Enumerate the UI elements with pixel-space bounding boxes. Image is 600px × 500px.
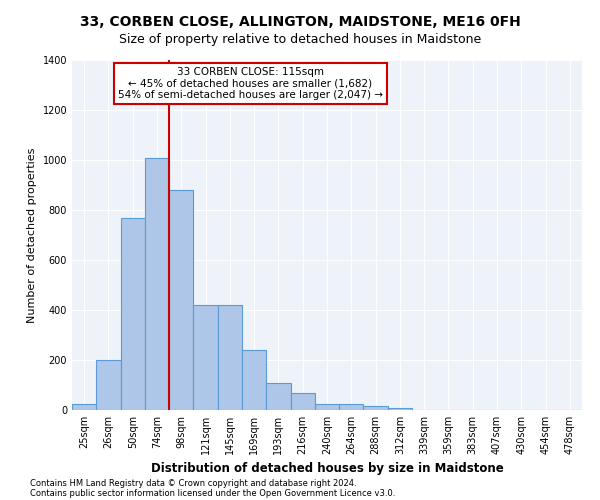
Bar xyxy=(266,382,290,410)
X-axis label: Distribution of detached houses by size in Maidstone: Distribution of detached houses by size … xyxy=(151,462,503,475)
Bar xyxy=(290,392,315,410)
Bar xyxy=(339,404,364,410)
Bar xyxy=(218,305,242,410)
Bar xyxy=(388,408,412,410)
Bar xyxy=(242,350,266,410)
Bar xyxy=(121,218,145,410)
Text: 33, CORBEN CLOSE, ALLINGTON, MAIDSTONE, ME16 0FH: 33, CORBEN CLOSE, ALLINGTON, MAIDSTONE, … xyxy=(80,15,520,29)
Text: Contains public sector information licensed under the Open Government Licence v3: Contains public sector information licen… xyxy=(30,488,395,498)
Bar xyxy=(96,360,121,410)
Bar xyxy=(193,305,218,410)
Bar xyxy=(72,404,96,410)
Text: Contains HM Land Registry data © Crown copyright and database right 2024.: Contains HM Land Registry data © Crown c… xyxy=(30,478,356,488)
Bar xyxy=(364,406,388,410)
Bar xyxy=(169,190,193,410)
Bar xyxy=(145,158,169,410)
Text: Size of property relative to detached houses in Maidstone: Size of property relative to detached ho… xyxy=(119,32,481,46)
Text: 33 CORBEN CLOSE: 115sqm
← 45% of detached houses are smaller (1,682)
54% of semi: 33 CORBEN CLOSE: 115sqm ← 45% of detache… xyxy=(118,67,383,100)
Bar xyxy=(315,404,339,410)
Y-axis label: Number of detached properties: Number of detached properties xyxy=(27,148,37,322)
